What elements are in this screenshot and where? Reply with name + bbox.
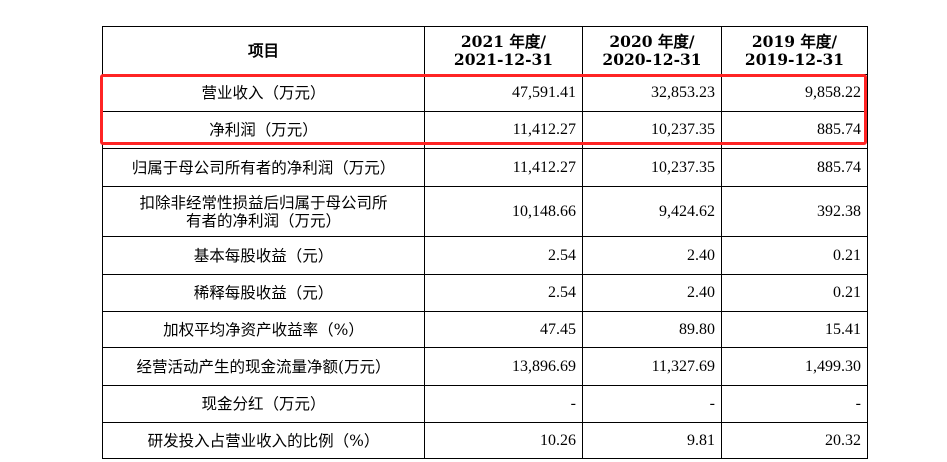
cell-2020: 32,853.23: [582, 74, 722, 112]
table-row-cash-dividend: 现金分红（万元） - - -: [102, 385, 868, 423]
table-row-net-profit: 净利润（万元） 11,412.27 10,237.35 885.74: [102, 111, 868, 149]
cell-2019: 0.21: [721, 274, 868, 312]
cell-2019: -: [721, 385, 868, 423]
cell-2021: 2.54: [424, 274, 583, 312]
cell-2021: -: [424, 385, 583, 423]
table-header-row: 项目 2021 年度/ 2021-12-31 2020 年度/ 2020-12-…: [102, 26, 868, 75]
cell-2019: 20.32: [721, 422, 868, 459]
cell-2020: -: [582, 385, 722, 423]
table-row-diluted-eps: 稀释每股收益（元） 2.54 2.40 0.21: [102, 274, 868, 312]
cell-2020: 11,327.69: [582, 347, 722, 386]
row-label: 研发投入占营业收入的比例（%）: [102, 422, 425, 459]
cell-2019: 885.74: [721, 148, 868, 187]
cell-2019: 9,858.22: [721, 74, 868, 112]
row-label: 基本每股收益（元）: [102, 236, 425, 275]
table-row-roe: 加权平均净资产收益率（%） 47.45 89.80 15.41: [102, 311, 868, 348]
header-2020: 2020 年度/ 2020-12-31: [582, 26, 722, 75]
cell-2021: 13,896.69: [424, 347, 583, 386]
cell-2021: 10,148.66: [424, 186, 583, 237]
cell-2021: 10.26: [424, 422, 583, 459]
row-label-line1: 扣除非经常性损益后归属于母公司所: [139, 193, 388, 212]
table-row-operating-cash-flow: 经营活动产生的现金流量净额(万元） 13,896.69 11,327.69 1,…: [102, 347, 868, 386]
cell-2020: 10,237.35: [582, 148, 722, 187]
cell-2019: 1,499.30: [721, 347, 868, 386]
table-row-net-profit-parent: 归属于母公司所有者的净利润（万元） 11,412.27 10,237.35 88…: [102, 148, 868, 187]
cell-2020: 89.80: [582, 311, 722, 348]
cell-2019: 0.21: [721, 236, 868, 275]
row-label: 净利润（万元）: [102, 111, 425, 149]
cell-2020: 9,424.62: [582, 186, 722, 237]
cell-2020: 9.81: [582, 422, 722, 459]
row-label: 营业收入（万元）: [102, 74, 425, 112]
cell-2021: 47,591.41: [424, 74, 583, 112]
financial-summary-table: 项目 2021 年度/ 2021-12-31 2020 年度/ 2020-12-…: [102, 26, 868, 459]
cell-2021: 11,412.27: [424, 148, 583, 187]
table-row-rd-ratio: 研发投入占营业收入的比例（%） 10.26 9.81 20.32: [102, 422, 868, 459]
table-row-deducted-net-profit: 扣除非经常性损益后归属于母公司所 有者的净利润（万元） 10,148.66 9,…: [102, 186, 868, 237]
row-label: 现金分红（万元）: [102, 385, 425, 423]
cell-2020: 2.40: [582, 236, 722, 275]
row-label: 归属于母公司所有者的净利润（万元）: [102, 148, 425, 187]
header-2021: 2021 年度/ 2021-12-31: [424, 26, 583, 75]
row-label: 扣除非经常性损益后归属于母公司所 有者的净利润（万元）: [102, 186, 425, 237]
header-item: 项目: [102, 26, 425, 75]
cell-2019: 15.41: [721, 311, 868, 348]
table-row-basic-eps: 基本每股收益（元） 2.54 2.40 0.21: [102, 236, 868, 275]
cell-2021: 47.45: [424, 311, 583, 348]
row-label: 经营活动产生的现金流量净额(万元）: [102, 347, 425, 386]
cell-2019: 392.38: [721, 186, 868, 237]
cell-2019: 885.74: [721, 111, 868, 149]
row-label-line2: 有者的净利润（万元）: [185, 211, 341, 230]
row-label: 加权平均净资产收益率（%）: [102, 311, 425, 348]
financial-table-container: 项目 2021 年度/ 2021-12-31 2020 年度/ 2020-12-…: [102, 26, 868, 459]
cell-2021: 2.54: [424, 236, 583, 275]
cell-2021: 11,412.27: [424, 111, 583, 149]
cell-2020: 10,237.35: [582, 111, 722, 149]
row-label: 稀释每股收益（元）: [102, 274, 425, 312]
cell-2020: 2.40: [582, 274, 722, 312]
table-row-revenue: 营业收入（万元） 47,591.41 32,853.23 9,858.22: [102, 74, 868, 112]
header-2019: 2019 年度/ 2019-12-31: [721, 26, 868, 75]
